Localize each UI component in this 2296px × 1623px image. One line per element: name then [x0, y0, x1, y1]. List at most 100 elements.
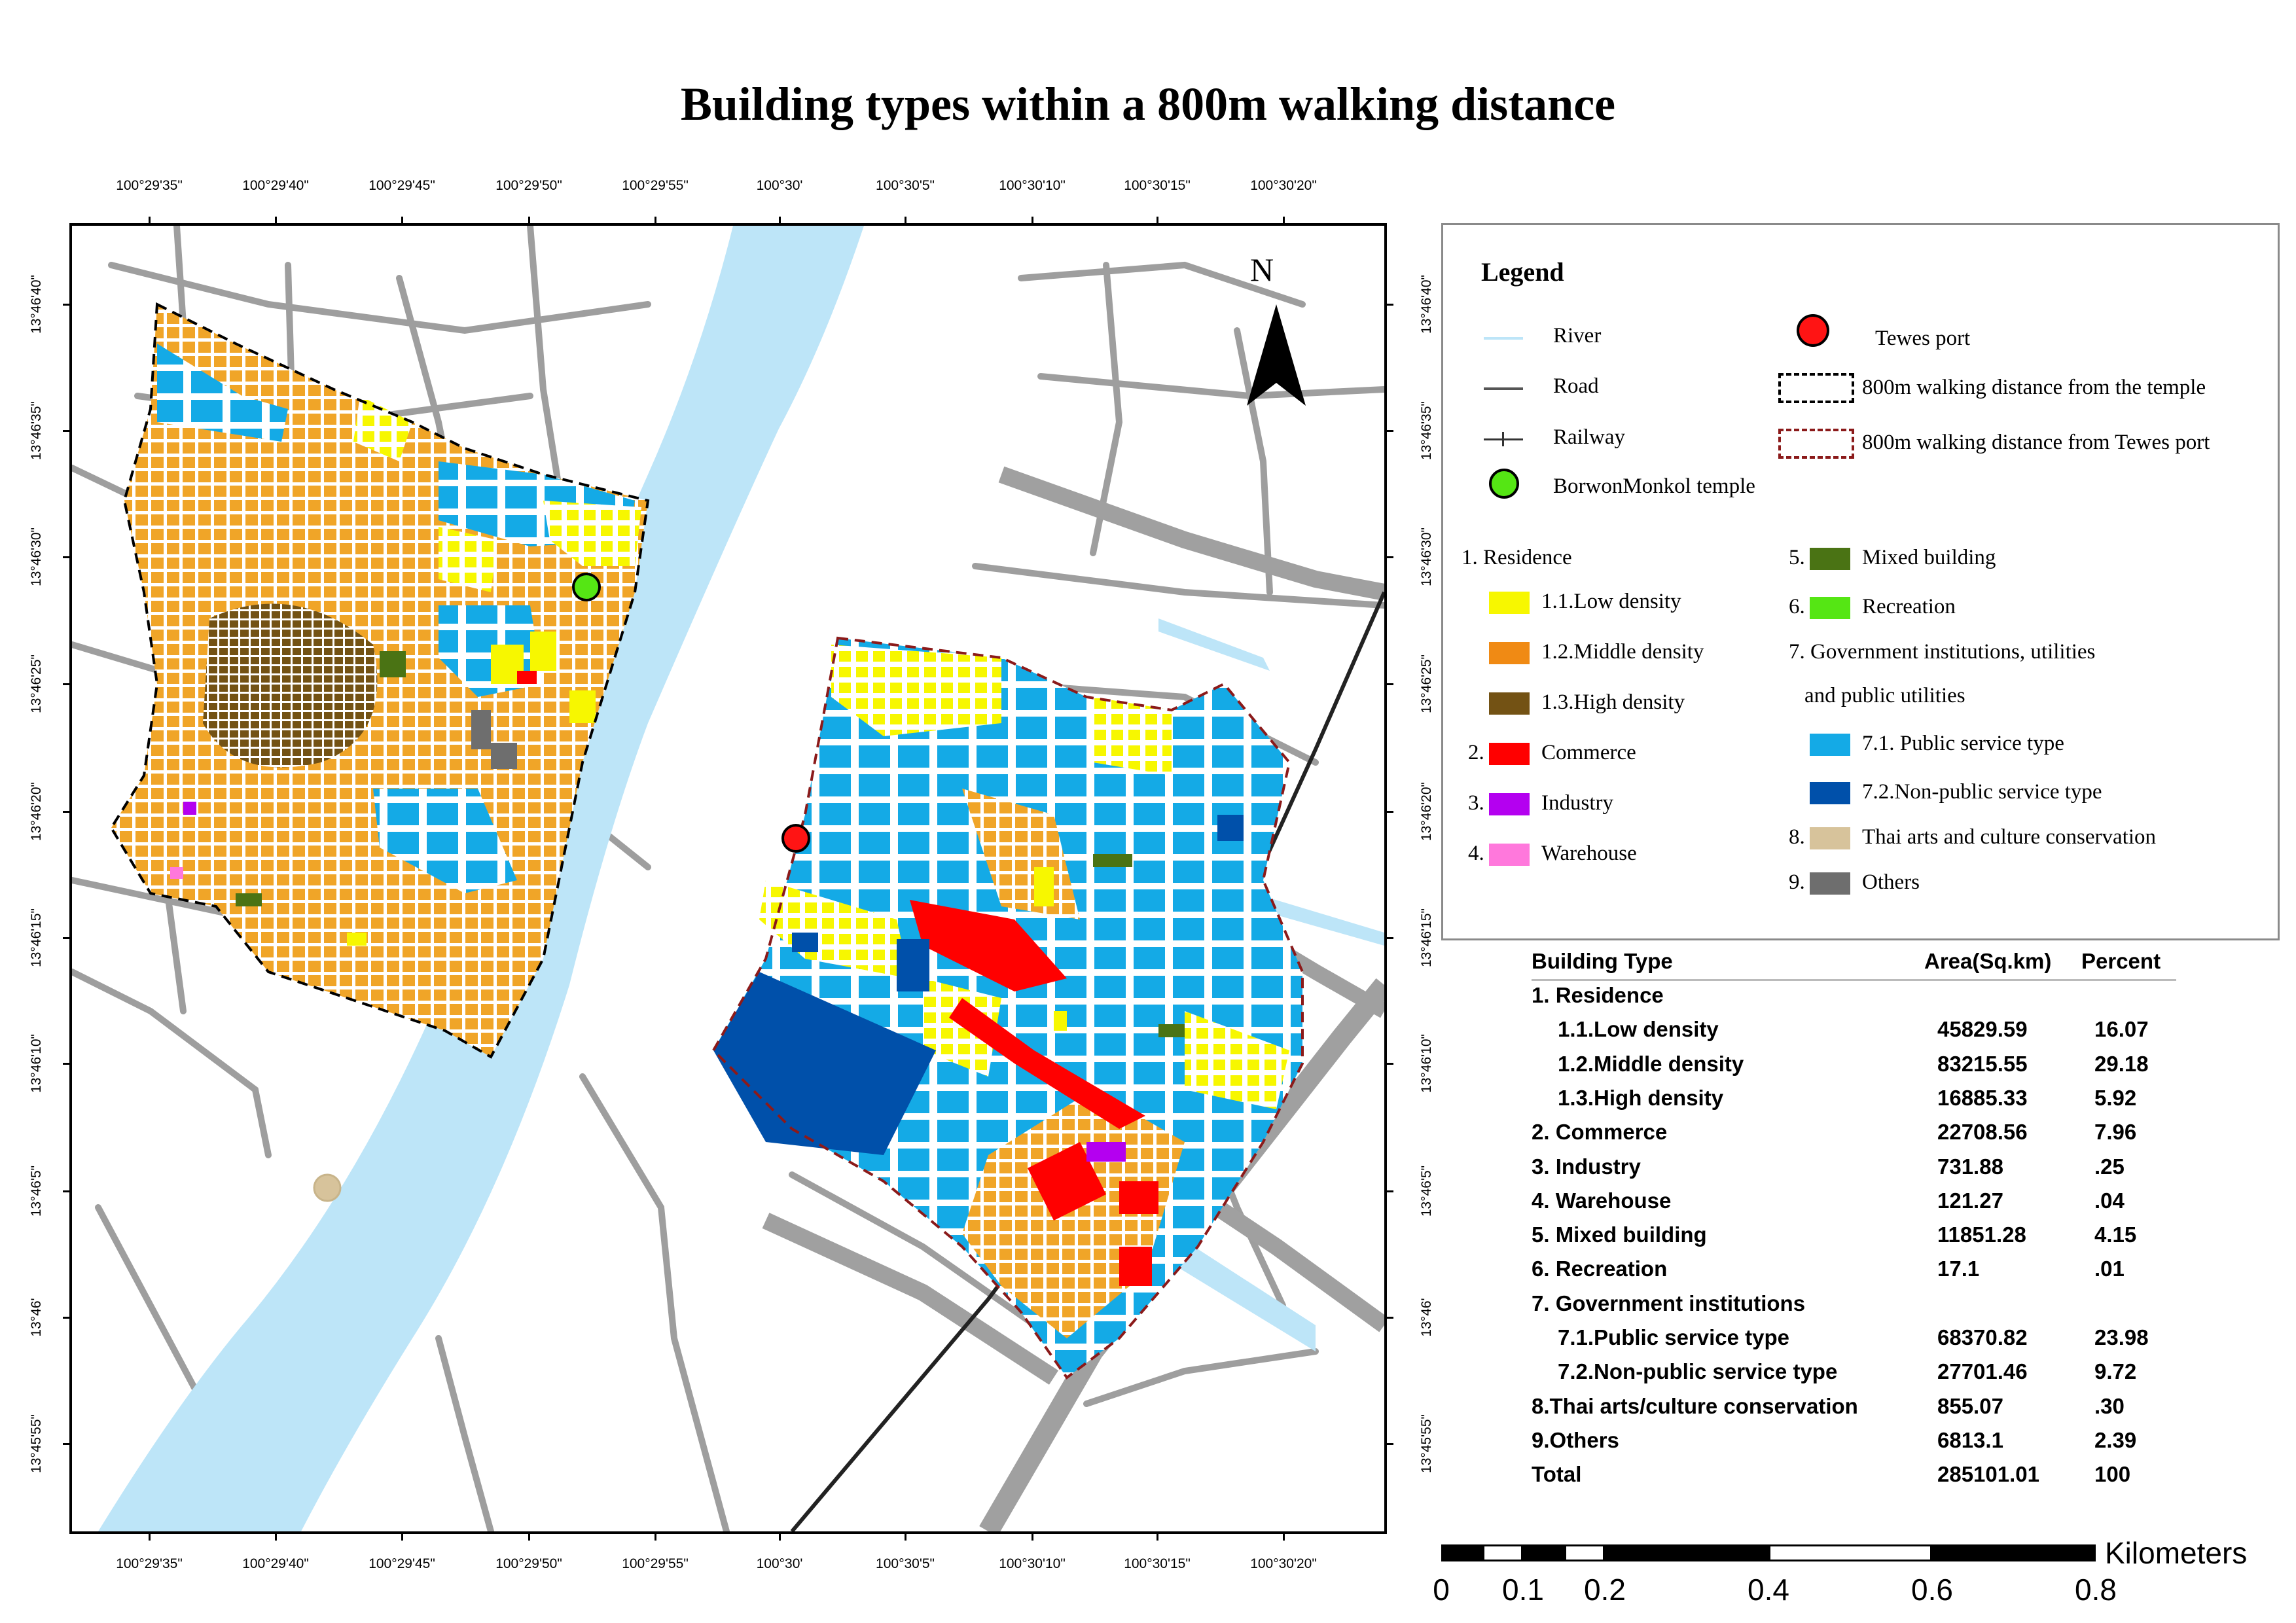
scale-segment	[1932, 1544, 2096, 1561]
lat-tick-left	[63, 304, 69, 306]
lon-tick-bottom	[1157, 1534, 1158, 1541]
legend-nonpublic: 7.2.Non-public service type	[1862, 780, 2102, 804]
middle-density-swatch	[1489, 642, 1530, 664]
lat-label-left: 13°46'35"	[29, 401, 44, 460]
lat-tick-left	[63, 1063, 69, 1065]
scale-label: 0.2	[1584, 1573, 1626, 1607]
lat-tick-left	[63, 1443, 69, 1445]
table-cell-percent: 100	[2094, 1462, 2131, 1487]
lat-tick-right	[1387, 556, 1393, 558]
legend-walk-port: 800m walking distance from Tewes port	[1862, 431, 2210, 454]
lat-tick-left	[63, 556, 69, 558]
lat-label-left: 13°46'10"	[29, 1034, 44, 1093]
scale-label: 0.8	[2075, 1573, 2117, 1607]
lon-tick-top	[275, 217, 277, 223]
lon-tick-bottom	[401, 1534, 403, 1541]
table-cell-percent: 5.92	[2094, 1085, 2137, 1110]
table-cell-area: 45829.59	[1937, 1017, 2028, 1042]
legend-thai: Thai arts and culture conservation	[1862, 825, 2156, 849]
lon-label-top: 100°30'5"	[876, 178, 935, 193]
lon-tick-top	[528, 217, 530, 223]
legend-recreation: Recreation	[1862, 595, 1956, 618]
table-cell-type: 1.3.High density	[1558, 1085, 1724, 1110]
lat-label-right: 13°46'	[1419, 1298, 1434, 1337]
high-density-swatch	[1489, 692, 1530, 715]
legend-warehouse-num: 4.	[1468, 842, 1484, 865]
lat-label-left: 13°46'5"	[29, 1165, 44, 1217]
scale-segment	[1605, 1544, 1768, 1561]
lon-tick-top	[655, 217, 656, 223]
lat-label-right: 13°46'15"	[1419, 908, 1434, 967]
legend-temple: BorwonMonkol temple	[1553, 474, 1755, 498]
table-cell-type: 5. Mixed building	[1532, 1222, 1707, 1247]
lat-label-left: 13°46'30"	[29, 527, 44, 586]
chao-phraya-river	[98, 226, 864, 1531]
lon-label-bottom: 100°30'5"	[876, 1556, 935, 1571]
lon-tick-top	[1283, 217, 1285, 223]
scale-label: 0.1	[1502, 1573, 1544, 1607]
table-header-rule	[1532, 979, 2176, 981]
map-canvas	[72, 226, 1384, 1531]
river-line-icon	[1484, 337, 1523, 340]
lat-label-right: 13°46'35"	[1419, 401, 1434, 460]
table-cell-percent: 2.39	[2094, 1427, 2137, 1452]
railway-tick-icon	[1502, 432, 1504, 446]
port-walk-area	[713, 638, 1302, 1378]
lon-tick-bottom	[905, 1534, 906, 1541]
lon-tick-bottom	[149, 1534, 151, 1541]
legend-industry: Industry	[1541, 791, 1613, 815]
temple-walk-boundary-icon	[1778, 373, 1854, 403]
temple-walk-area	[111, 304, 648, 1057]
thai-arts-site	[313, 1173, 342, 1202]
lat-tick-right	[1387, 1063, 1393, 1065]
table-cell-type: 1.2.Middle density	[1558, 1051, 1744, 1076]
borwonmonkol-temple-marker	[572, 573, 601, 601]
lat-tick-left	[63, 430, 69, 432]
table-cell-area: 22708.56	[1937, 1120, 2028, 1145]
legend-mixed-num: 5.	[1789, 546, 1805, 569]
lon-tick-top	[1157, 217, 1158, 223]
lon-label-bottom: 100°29'40"	[242, 1556, 309, 1571]
port-walk-boundary-icon	[1778, 429, 1854, 459]
table-cell-percent: .30	[2094, 1393, 2125, 1418]
lon-label-top: 100°29'40"	[242, 178, 309, 193]
lon-tick-top	[401, 217, 403, 223]
industry-swatch	[1489, 793, 1530, 815]
legend-road: Road	[1553, 374, 1599, 398]
public-service-swatch	[1810, 734, 1850, 756]
mixed-swatch	[1810, 548, 1850, 570]
lat-label-left: 13°46'25"	[29, 654, 44, 713]
lon-tick-bottom	[1283, 1534, 1285, 1541]
lon-label-bottom: 100°30'15"	[1124, 1556, 1191, 1571]
table-cell-area: 17.1	[1937, 1257, 1980, 1281]
lon-label-bottom: 100°29'50"	[495, 1556, 562, 1571]
lat-label-left: 13°46'	[29, 1298, 44, 1337]
table-cell-type: 6. Recreation	[1532, 1257, 1668, 1281]
lon-label-top: 100°30'15"	[1124, 178, 1191, 193]
lon-tick-bottom	[779, 1534, 781, 1541]
legend-mixed: Mixed building	[1862, 546, 1996, 569]
recreation-swatch	[1810, 597, 1850, 619]
lat-tick-left	[63, 1190, 69, 1192]
table-cell-type: 2. Commerce	[1532, 1120, 1668, 1145]
legend-middle: 1.2.Middle density	[1541, 640, 1704, 664]
scale-label: 0.4	[1748, 1573, 1789, 1607]
table-cell-type: 9.Others	[1532, 1427, 1619, 1452]
map-view[interactable]: N	[69, 223, 1387, 1534]
table-cell-area: 11851.28	[1937, 1222, 2026, 1247]
lon-label-top: 100°29'50"	[495, 178, 562, 193]
road-line-icon	[1484, 387, 1523, 390]
low-density-swatch	[1489, 592, 1530, 614]
lon-tick-top	[905, 217, 906, 223]
lon-label-top: 100°29'55"	[622, 178, 689, 193]
temple-walk-boundary	[109, 302, 650, 1059]
lat-tick-right	[1387, 811, 1393, 813]
scale-segment	[1768, 1544, 1932, 1561]
table-cell-type: 8.Thai arts/culture conservation	[1532, 1393, 1858, 1418]
table-cell-type: 1. Residence	[1532, 983, 1664, 1007]
legend-high: 1.3.High density	[1541, 690, 1685, 714]
table-cell-type: 7.2.Non-public service type	[1558, 1359, 1838, 1384]
lat-label-left: 13°45'55"	[29, 1414, 44, 1473]
scale-unit: Kilometers	[2105, 1536, 2248, 1570]
lat-label-right: 13°46'20"	[1419, 782, 1434, 841]
